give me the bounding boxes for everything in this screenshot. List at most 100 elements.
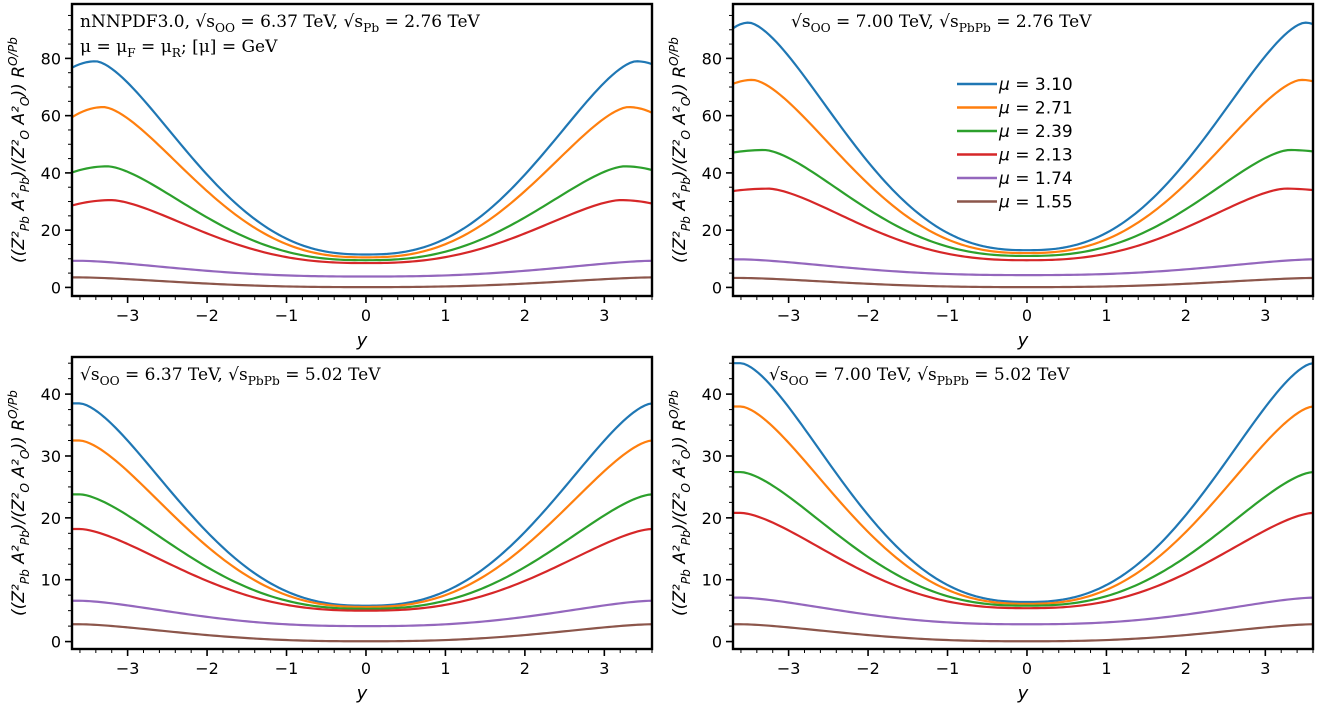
- y-tick-label: 20: [702, 509, 722, 528]
- series-line-mu-3.10: [72, 60, 652, 256]
- panel-annotation: √sOO = 6.37 TeV, √sPbPb = 5.02 TeV: [80, 365, 381, 388]
- x-axis-label: y: [356, 330, 368, 351]
- y-tick-label: 40: [41, 164, 61, 183]
- x-tick-label: −3: [116, 306, 140, 325]
- axes-frame: [731, 355, 1315, 651]
- series-line-mu-2.39: [72, 165, 652, 262]
- series-line-mu-1.74: [72, 259, 652, 278]
- series-line-mu-2.71: [72, 105, 652, 259]
- y-tick-label: 80: [41, 49, 61, 68]
- x-tick-label: −1: [936, 659, 960, 678]
- y-tick-label: 30: [702, 447, 722, 466]
- x-tick-label: 1: [1101, 659, 1111, 678]
- x-axis-label: y: [356, 683, 368, 704]
- x-tick-label: −1: [936, 306, 960, 325]
- x-tick-label: −1: [275, 659, 299, 678]
- series-line-mu-2.71: [72, 439, 652, 609]
- x-tick-label: −3: [116, 659, 140, 678]
- y-axis-label: ((Z²Pb A²Pb)/(Z²O A²O)) RO/Pb: [667, 390, 693, 616]
- x-axis-label: y: [1017, 683, 1029, 704]
- x-tick-label: −3: [777, 306, 801, 325]
- x-tick-label: −1: [275, 306, 299, 325]
- y-tick-label: 0: [51, 278, 61, 297]
- legend-entry: μ = 1.74: [998, 169, 1073, 189]
- series-line-mu-3.10: [733, 21, 1313, 252]
- y-axis-label: ((Z²Pb A²Pb)/(Z²O A²O)) RO/Pb: [6, 390, 32, 616]
- axes-frame: [70, 355, 654, 651]
- y-tick-label: 60: [702, 107, 722, 126]
- legend-entry: μ = 2.39: [998, 122, 1073, 142]
- x-tick-label: −3: [777, 659, 801, 678]
- series-line-mu-2.39: [733, 470, 1313, 607]
- y-axis-label: ((Z²Pb A²Pb)/(Z²O A²O)) RO/Pb: [667, 37, 693, 263]
- y-tick-label: 40: [702, 385, 722, 404]
- x-tick-label: 0: [1022, 306, 1032, 325]
- series-line-mu-1.55: [72, 276, 652, 289]
- panel-1: −3 −2 −1 0 1 2 3 0 20 40 60 80 y ((Z²Pb A²Pb)/(Z²O A²…: [6, 2, 654, 351]
- series-line-mu-1.74: [733, 258, 1313, 277]
- x-tick-label: 3: [599, 659, 609, 678]
- series-line-mu-3.10: [72, 402, 652, 607]
- y-tick-label: 60: [41, 107, 61, 126]
- series-line-mu-1.74: [733, 596, 1313, 626]
- y-tick-label: 20: [702, 221, 722, 240]
- x-tick-label: 3: [1260, 306, 1270, 325]
- series-line-mu-2.71: [733, 78, 1313, 255]
- x-tick-label: 3: [599, 306, 609, 325]
- x-tick-label: 0: [1022, 659, 1032, 678]
- x-tick-label: 0: [361, 306, 371, 325]
- legend-entry: μ = 2.13: [998, 146, 1073, 166]
- series-line-mu-2.39: [733, 148, 1313, 258]
- y-tick-label: 40: [702, 164, 722, 183]
- series-line-mu-2.39: [72, 493, 652, 610]
- y-tick-label: 20: [41, 221, 61, 240]
- panel-2: −3 −2 −1 0 1 2 3 0 20 40 60 80 y ((Z²Pb A²Pb)/(Z²O A²…: [667, 2, 1315, 351]
- series-line-mu-1.74: [72, 599, 652, 628]
- legend-entry: μ = 3.10: [998, 75, 1073, 95]
- panel-annotation: √sOO = 7.00 TeV, √sPbPb = 2.76 TeV: [791, 12, 1092, 35]
- panel-annotation: √sOO = 7.00 TeV, √sPbPb = 5.02 TeV: [769, 365, 1070, 388]
- y-tick-label: 10: [702, 571, 722, 590]
- x-tick-label: −2: [195, 659, 219, 678]
- x-tick-label: 2: [520, 659, 530, 678]
- x-tick-label: 1: [440, 306, 450, 325]
- y-tick-label: 20: [41, 509, 61, 528]
- legend-entry: μ = 2.71: [998, 99, 1073, 119]
- series-line-mu-2.13: [733, 511, 1313, 610]
- legend-entry: μ = 1.55: [998, 193, 1073, 213]
- x-tick-label: −2: [856, 659, 880, 678]
- x-tick-label: 2: [1181, 306, 1191, 325]
- x-tick-label: −2: [856, 306, 880, 325]
- y-tick-label: 10: [41, 571, 61, 590]
- series-line-mu-1.55: [733, 276, 1313, 289]
- axes-frame: [731, 2, 1315, 298]
- series-line-mu-1.55: [733, 623, 1313, 643]
- legend: μ = 3.10 μ = 2.71 μ = 2.39 μ = 2.13 μ = 1.74…: [957, 75, 1073, 213]
- x-axis-label: y: [1017, 330, 1029, 351]
- axes-frame: [70, 2, 654, 298]
- y-tick-label: 0: [712, 278, 722, 297]
- x-tick-label: 2: [1181, 659, 1191, 678]
- x-tick-label: 1: [1101, 306, 1111, 325]
- y-axis-label: ((Z²Pb A²Pb)/(Z²O A²O)) RO/Pb: [6, 37, 32, 263]
- panel-annotation: μ = μF = μR; [μ] = GeV: [80, 37, 278, 60]
- series-line-mu-2.13: [72, 198, 652, 265]
- panel-annotation: nNNPDF3.0, √sOO = 6.37 TeV, √sPb = 2.76 …: [80, 12, 481, 35]
- series-line-mu-3.10: [733, 362, 1313, 604]
- y-tick-label: 0: [712, 633, 722, 652]
- x-tick-label: −2: [195, 306, 219, 325]
- series-line-mu-2.13: [733, 187, 1313, 262]
- y-tick-label: 80: [702, 49, 722, 68]
- series-line-mu-2.71: [733, 405, 1313, 605]
- x-tick-label: 1: [440, 659, 450, 678]
- y-tick-label: 40: [41, 385, 61, 404]
- x-tick-label: 2: [520, 306, 530, 325]
- y-tick-label: 30: [41, 447, 61, 466]
- y-tick-label: 0: [51, 633, 61, 652]
- series-line-mu-1.55: [72, 623, 652, 643]
- series-line-mu-2.13: [72, 527, 652, 612]
- x-tick-label: 3: [1260, 659, 1270, 678]
